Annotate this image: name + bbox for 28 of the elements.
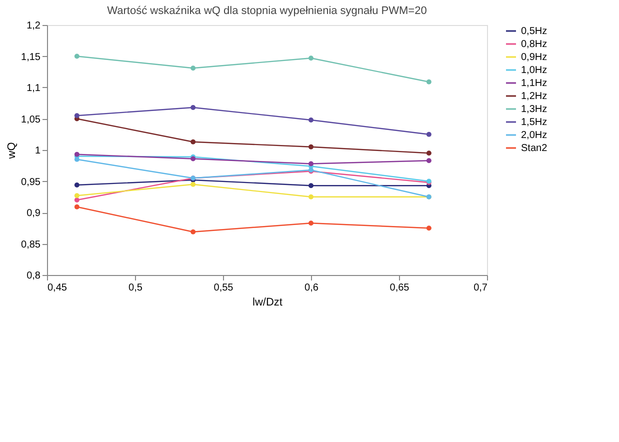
x-tick-label: 0,5 bbox=[128, 282, 143, 294]
legend-label: 0,5Hz bbox=[521, 26, 548, 37]
x-tick-label: 0,45 bbox=[48, 282, 68, 294]
y-tick-label: 0,95 bbox=[21, 176, 41, 188]
legend-label: 1,1Hz bbox=[521, 78, 548, 89]
y-tick-label: 0,9 bbox=[26, 208, 41, 219]
legend-label: 1,2Hz bbox=[521, 91, 548, 102]
y-tick-label: 1,15 bbox=[21, 52, 41, 63]
legend-label: 2,0Hz bbox=[521, 130, 548, 141]
chart-title: Wartość wskaźnika wQ dla stopnia wypełnienia sygnału PWM=20 bbox=[107, 5, 427, 17]
y-tick-label: 1 bbox=[34, 146, 41, 156]
x-axis-title: lw/Dzt bbox=[252, 296, 282, 308]
y-tick-label: 1,05 bbox=[21, 114, 41, 126]
legend-label: 0,9Hz bbox=[521, 52, 548, 63]
y-tick-label: 1,1 bbox=[26, 83, 41, 94]
x-tick-label: 0,6 bbox=[304, 282, 319, 294]
legend-label: 1,0Hz bbox=[521, 65, 548, 76]
legend-label: 0,8Hz bbox=[521, 39, 548, 50]
x-tick-label: 0,55 bbox=[214, 282, 234, 294]
legend-label: 1,3Hz bbox=[521, 104, 548, 115]
x-tick-label: 0,7 bbox=[474, 282, 488, 294]
x-tick-label: 0,65 bbox=[390, 282, 410, 294]
legend-label: 1,5Hz bbox=[521, 117, 548, 128]
y-axis-title: wQ bbox=[6, 142, 18, 160]
y-tick-label: 1,2 bbox=[26, 20, 41, 32]
legend-label: Stan2 bbox=[521, 143, 548, 154]
y-tick-label: 0,8 bbox=[26, 270, 41, 282]
y-tick-label: 0,85 bbox=[21, 239, 41, 250]
